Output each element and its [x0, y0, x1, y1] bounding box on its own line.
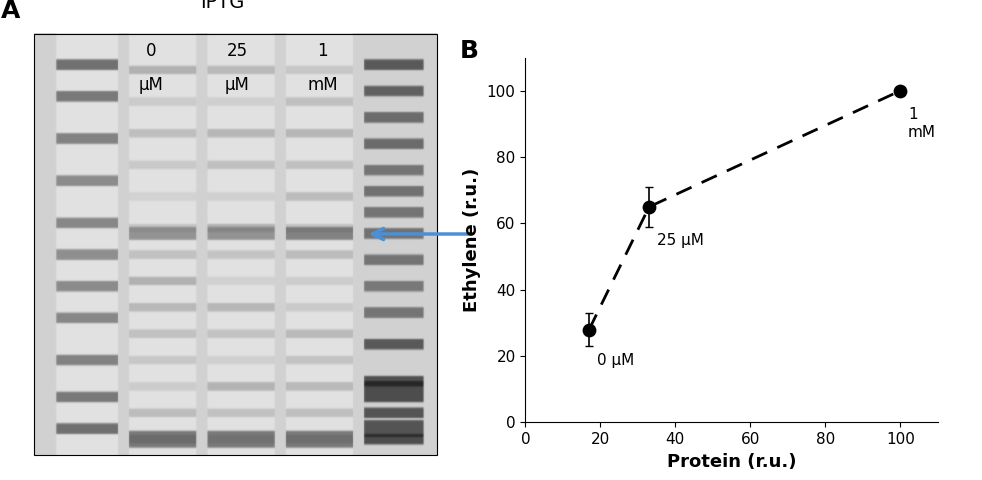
Point — [893, 87, 908, 95]
Text: 25 μM: 25 μM — [657, 233, 703, 248]
Text: IPTG: IPTG — [199, 0, 245, 12]
Text: 0: 0 — [145, 42, 156, 60]
Text: 25: 25 — [226, 42, 247, 60]
Point — [641, 203, 657, 211]
Text: mM: mM — [307, 76, 338, 94]
X-axis label: Protein (r.u.): Protein (r.u.) — [667, 453, 796, 471]
Text: A: A — [1, 0, 21, 23]
Point — [581, 326, 597, 334]
Text: 1: 1 — [317, 42, 328, 60]
Text: μM: μM — [225, 76, 249, 94]
Y-axis label: Ethylene (r.u.): Ethylene (r.u.) — [464, 168, 481, 312]
Text: B: B — [460, 39, 478, 63]
Text: μM: μM — [138, 76, 163, 94]
Text: 1
mM: 1 mM — [907, 108, 936, 140]
Text: 0 μM: 0 μM — [597, 353, 633, 368]
